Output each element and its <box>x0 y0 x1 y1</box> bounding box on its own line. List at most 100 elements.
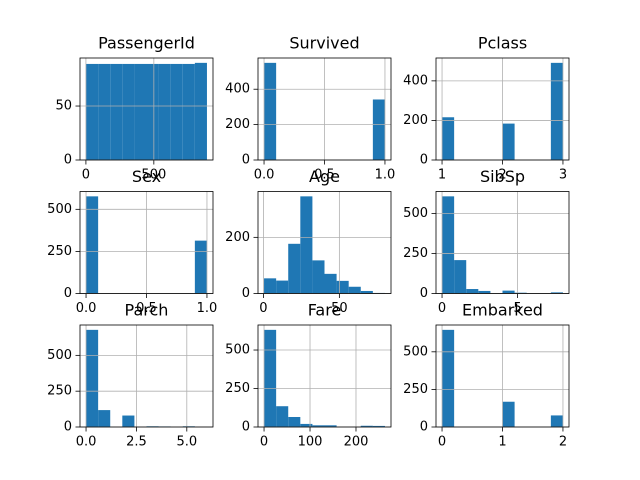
bar <box>454 260 467 294</box>
bar <box>372 425 385 427</box>
subplot-title: SibSp <box>480 167 525 186</box>
y-tick-label: 0 <box>242 153 250 168</box>
bar <box>466 289 479 294</box>
axes-frame <box>79 191 214 294</box>
bar <box>264 278 277 294</box>
bar <box>170 63 183 160</box>
y-tick-label: 500 <box>403 206 428 221</box>
y-tick-label: 0 <box>420 420 428 435</box>
bar <box>134 63 147 160</box>
x-tick-label: 1 <box>438 168 446 183</box>
x-tick-label: 5 <box>513 301 521 316</box>
bar <box>122 415 135 427</box>
x-tick-label: 50 <box>331 301 348 316</box>
bar <box>360 290 373 294</box>
bar <box>312 260 325 294</box>
x-tick-label: 3 <box>559 168 567 183</box>
y-tick-label: 250 <box>47 384 72 399</box>
bar <box>110 63 123 160</box>
y-tick-label: 500 <box>47 202 72 217</box>
bar <box>550 292 563 294</box>
y-tick-label: 0 <box>420 286 428 301</box>
subplot-title: Age <box>309 167 340 186</box>
bar <box>276 280 289 294</box>
bar <box>264 329 277 427</box>
subplot-title: Pclass <box>478 34 527 53</box>
bar <box>98 63 111 160</box>
bar <box>86 196 99 294</box>
x-tick-label: 0 <box>260 435 268 450</box>
y-tick-label: 400 <box>403 73 428 88</box>
bar <box>336 280 349 294</box>
x-tick-label: 100 <box>298 435 323 450</box>
bar <box>360 425 373 427</box>
subplot-title: Embarked <box>462 301 543 320</box>
axes-frame <box>257 324 392 428</box>
y-tick-label: 200 <box>225 230 250 245</box>
x-tick-label: 2 <box>498 168 506 183</box>
bar <box>324 425 337 427</box>
x-tick-label: 0 <box>438 301 446 316</box>
x-tick-label: 1 <box>498 435 506 450</box>
x-tick-label: 0.0 <box>254 168 275 183</box>
bar <box>550 415 563 427</box>
bar <box>288 416 301 427</box>
subplot-title: PassengerId <box>98 34 195 53</box>
bar <box>442 117 455 160</box>
subplot-title: Survived <box>289 34 359 53</box>
bar <box>264 62 277 160</box>
bar <box>182 63 195 160</box>
y-tick-label: 500 <box>403 344 428 359</box>
bar <box>478 290 491 294</box>
y-tick-label: 200 <box>225 117 250 132</box>
bar <box>194 62 207 160</box>
y-tick-label: 200 <box>403 113 428 128</box>
bar <box>502 123 515 160</box>
y-tick-label: 400 <box>225 82 250 97</box>
bar <box>300 423 313 427</box>
y-tick-label: 250 <box>225 381 250 396</box>
x-tick-label: 1.0 <box>375 168 396 183</box>
x-tick-label: 0 <box>438 435 446 450</box>
subplot-title: Sex <box>132 167 161 186</box>
x-tick-label: 5.0 <box>176 435 197 450</box>
bar <box>312 425 325 427</box>
y-tick-label: 0 <box>420 153 428 168</box>
y-tick-label: 250 <box>47 244 72 259</box>
y-tick-label: 500 <box>47 348 72 363</box>
bar <box>502 401 515 427</box>
axes-frame <box>79 57 214 161</box>
bar <box>442 196 455 294</box>
bar <box>158 63 171 160</box>
x-tick-label: 0 <box>82 168 90 183</box>
bar <box>146 63 159 160</box>
bar <box>300 196 313 294</box>
x-tick-label: 0.0 <box>76 301 97 316</box>
y-tick-label: 50 <box>55 99 72 114</box>
bar <box>502 290 515 294</box>
x-tick-label: 0 <box>259 301 267 316</box>
y-tick-label: 0 <box>64 153 72 168</box>
bar <box>194 240 207 294</box>
x-tick-label: 1.0 <box>197 301 218 316</box>
y-tick-label: 250 <box>403 246 428 261</box>
axes-frame <box>435 191 570 294</box>
bar <box>86 63 99 160</box>
bar <box>86 329 99 427</box>
x-tick-label: 0.0 <box>76 435 97 450</box>
axes-frame <box>257 57 392 161</box>
subplot-title: Fare <box>308 301 342 320</box>
y-tick-label: 0 <box>242 420 250 435</box>
x-tick-label: 2.5 <box>126 435 147 450</box>
bar <box>550 62 563 160</box>
axes-frame <box>435 57 570 161</box>
x-tick-label: 0.5 <box>314 168 335 183</box>
x-tick-label: 200 <box>344 435 369 450</box>
axes-frame <box>435 324 570 428</box>
bar <box>324 273 337 294</box>
x-tick-label: 500 <box>141 168 166 183</box>
x-tick-label: 2 <box>559 435 567 450</box>
bar <box>348 286 361 294</box>
